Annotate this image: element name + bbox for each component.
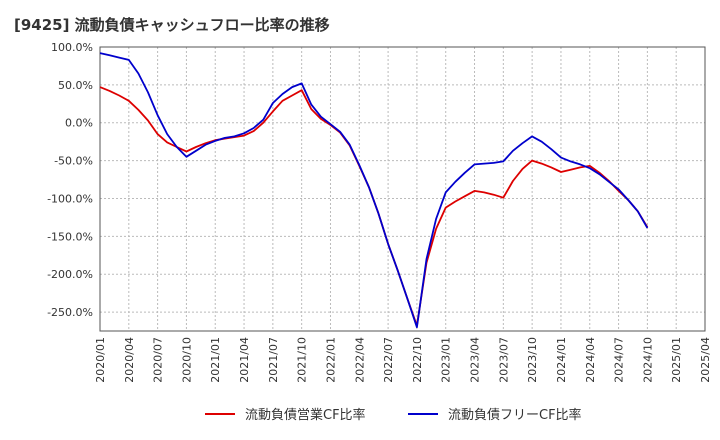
y-tick-label: -250.0% — [47, 306, 93, 319]
y-tick-label: 50.0% — [58, 79, 93, 92]
plot-area-frame — [99, 46, 706, 332]
x-tick-label: 2024/04 — [584, 337, 597, 383]
x-tick-label: 2023/07 — [497, 337, 510, 383]
x-tick-label: 2020/04 — [123, 337, 136, 383]
y-axis-tick-labels: 100.0% 50.0% 0.0% -50.0% -100.0% -150.0% -200.… — [47, 41, 93, 319]
series-line-2 — [99, 52, 649, 329]
x-tick-label: 2023/01 — [440, 337, 453, 383]
grid-lines — [99, 46, 706, 331]
x-tick-label: 2020/01 — [94, 337, 107, 383]
y-tick-label: 0.0% — [65, 117, 93, 130]
x-tick-label: 2021/01 — [209, 337, 222, 383]
legend: 流動負債営業CF比率 流動負債フリーCF比率 — [205, 407, 582, 423]
x-tick-label: 2024/07 — [613, 337, 626, 383]
x-tick-label: 2025/01 — [670, 337, 683, 383]
x-tick-label: 2021/04 — [238, 337, 251, 383]
x-tick-label: 2022/07 — [382, 337, 395, 383]
y-tick-label: -50.0% — [54, 155, 93, 168]
series-lines — [99, 52, 649, 329]
x-tick-label: 2021/07 — [267, 337, 280, 383]
x-tick-label: 2024/10 — [641, 337, 654, 383]
x-tick-label: 2022/01 — [324, 337, 337, 383]
chart-title: [9425] 流動負債キャッシュフロー比率の推移 — [14, 16, 330, 34]
x-tick-label: 2020/10 — [180, 337, 193, 383]
x-tick-label: 2023/04 — [469, 337, 482, 383]
x-tick-label: 2023/10 — [526, 337, 539, 383]
x-tick-label: 2020/07 — [152, 337, 165, 383]
legend-label-1: 流動負債営業CF比率 — [245, 407, 366, 423]
x-tick-label: 2021/10 — [296, 337, 309, 383]
y-tick-label: -100.0% — [47, 192, 93, 205]
x-tick-label: 2024/01 — [555, 337, 568, 383]
x-axis-tick-labels: 2020/01 2020/04 2020/07 2020/10 2021/01 2021/… — [94, 337, 712, 383]
y-tick-label: -150.0% — [47, 230, 93, 243]
legend-label-2: 流動負債フリーCF比率 — [448, 407, 582, 423]
y-tick-label: 100.0% — [51, 41, 93, 54]
y-tick-label: -200.0% — [47, 268, 93, 281]
x-tick-label: 2022/10 — [411, 337, 424, 383]
x-tick-label: 2025/04 — [699, 337, 712, 383]
x-tick-label: 2022/04 — [353, 337, 366, 383]
